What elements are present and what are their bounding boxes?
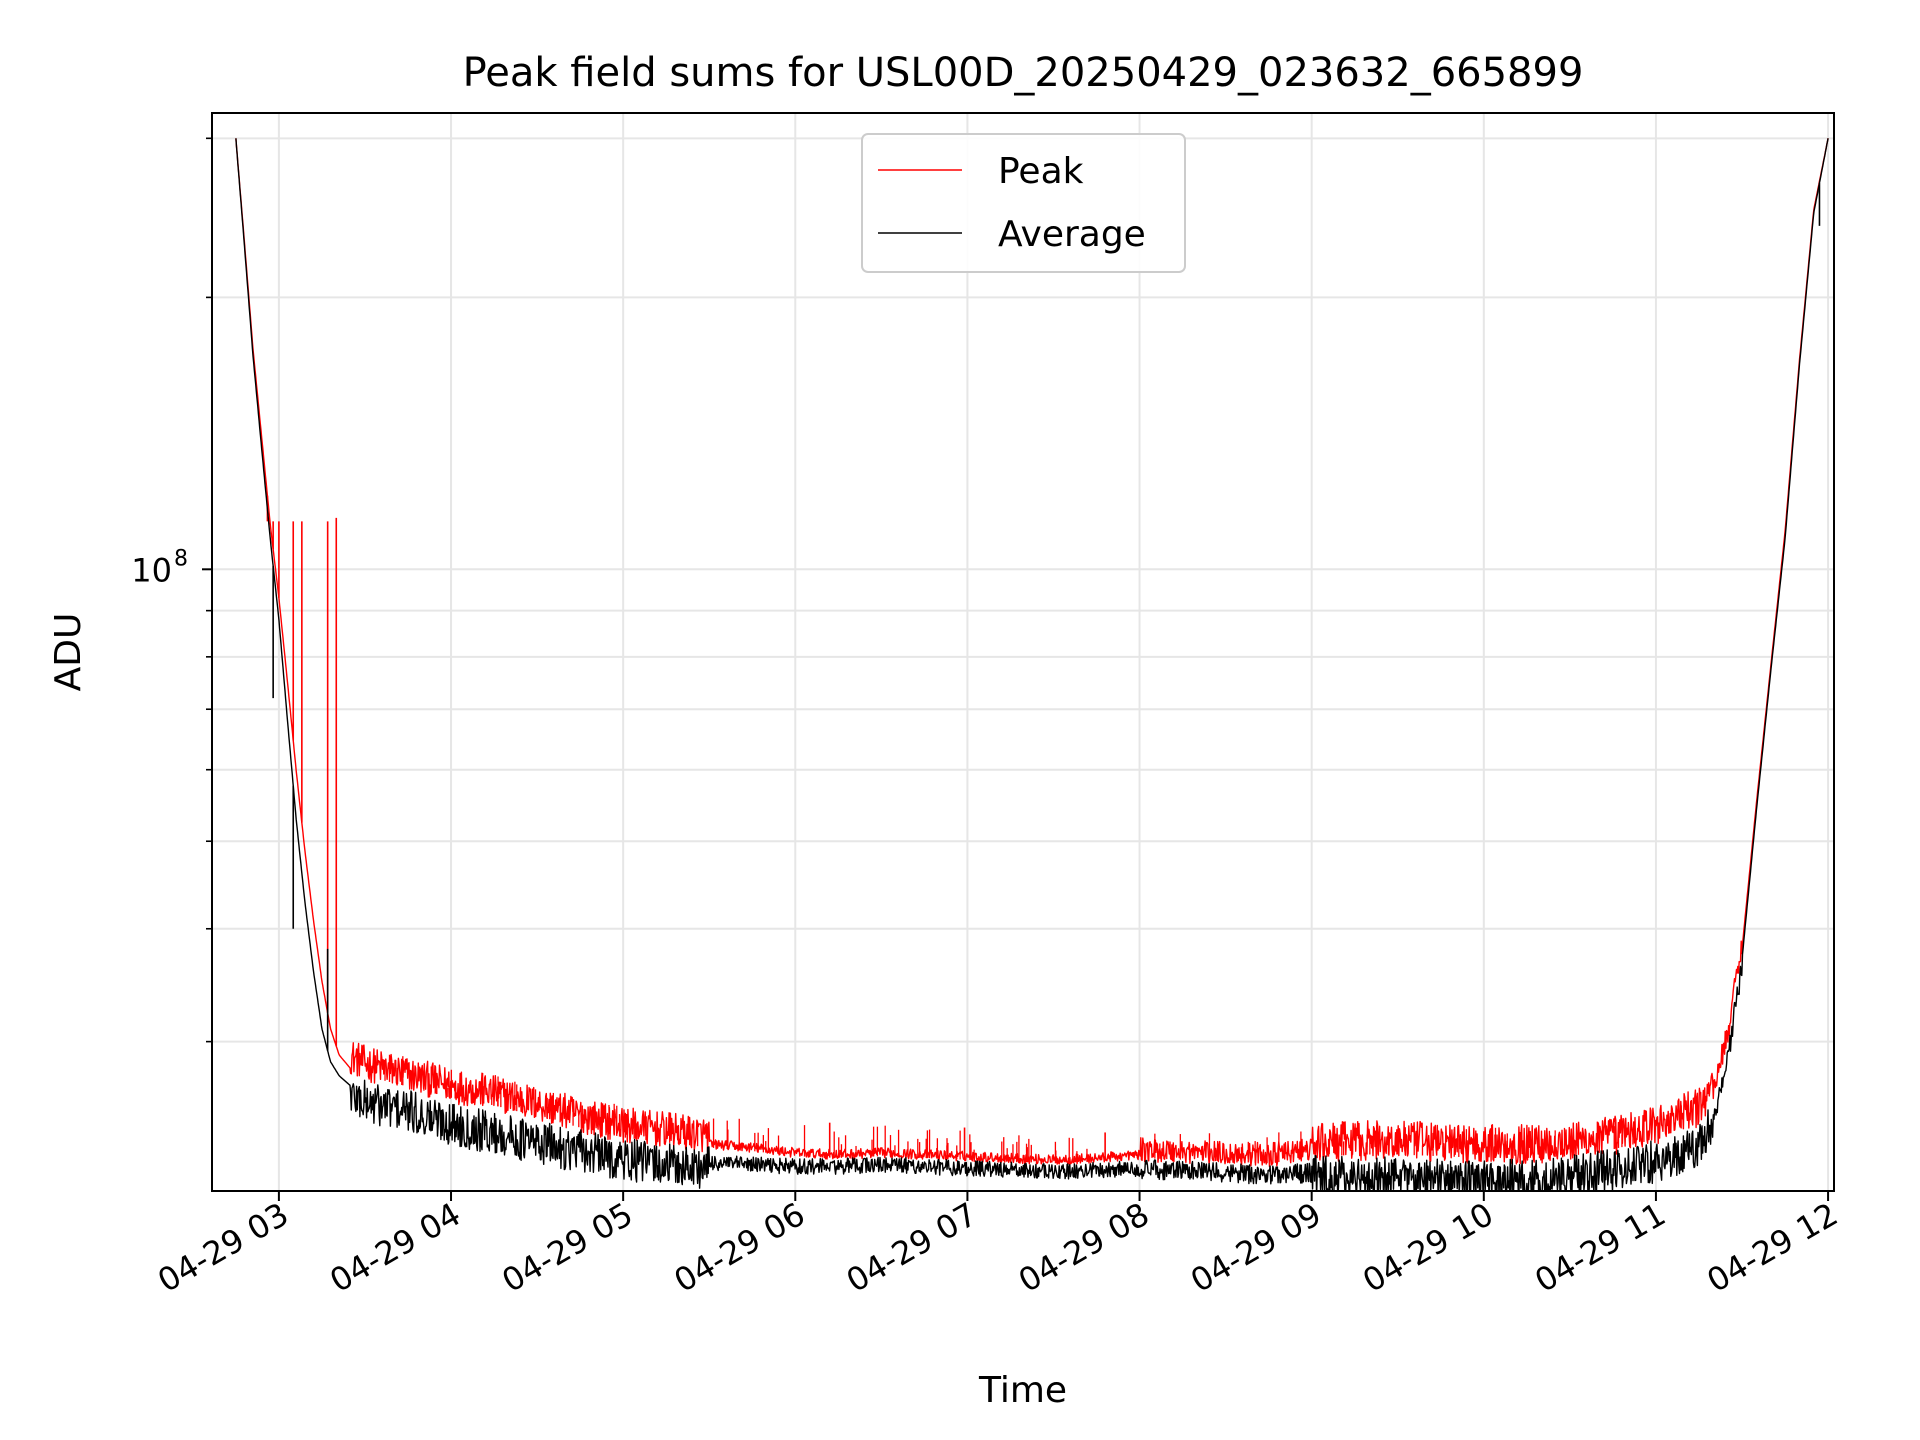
y-tick-label: 10 bbox=[131, 551, 172, 589]
x-axis-label: Time bbox=[978, 1370, 1067, 1411]
grid bbox=[212, 113, 1834, 1191]
plot-area bbox=[235, 138, 1829, 1191]
series-peak bbox=[235, 138, 1829, 1168]
chart-title: Peak field sums for USL00D_20250429_0236… bbox=[463, 50, 1584, 96]
series-average bbox=[235, 138, 1829, 1191]
y-axis: 10 8 bbox=[131, 137, 212, 1043]
legend: Peak Average bbox=[861, 133, 1186, 273]
average-line bbox=[235, 138, 1829, 1191]
y-tick-label-exponent: 8 bbox=[174, 546, 188, 571]
plot-frame bbox=[211, 112, 1835, 1192]
legend-label-average: Average bbox=[998, 214, 1146, 255]
legend-box bbox=[861, 133, 1186, 273]
legend-label-peak: Peak bbox=[998, 151, 1084, 192]
y-axis-label: ADU bbox=[48, 613, 89, 692]
